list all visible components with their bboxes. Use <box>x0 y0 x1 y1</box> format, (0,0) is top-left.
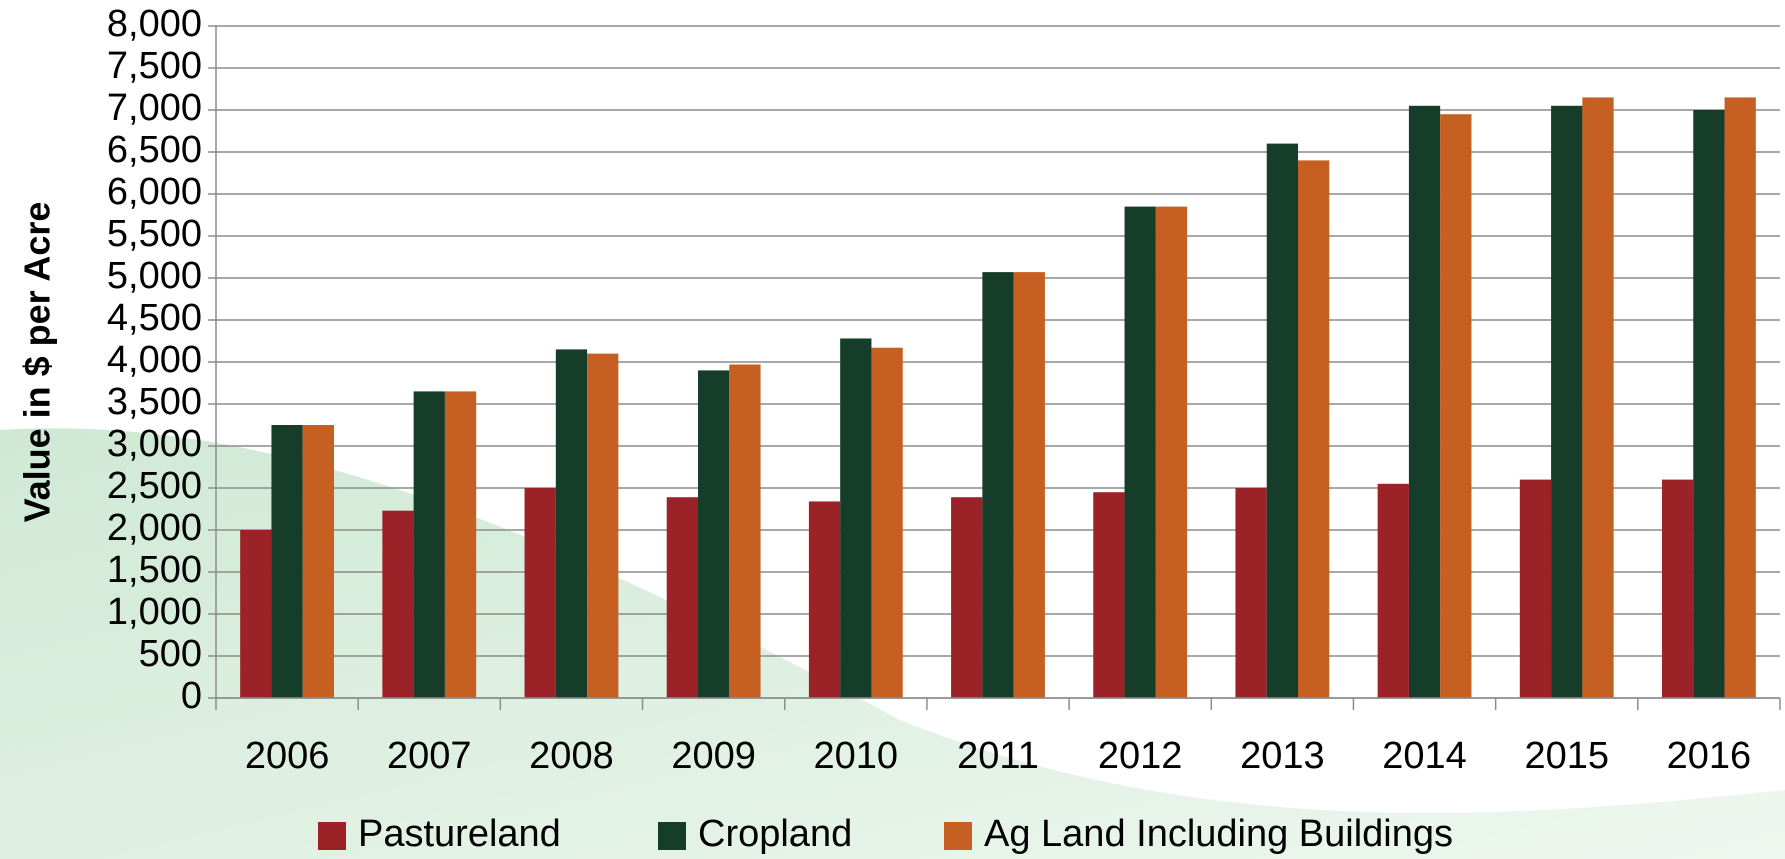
bar <box>302 425 335 698</box>
bar <box>1377 483 1409 698</box>
y-tick-label: 6,500 <box>107 129 202 171</box>
y-tick-label: 0 <box>181 675 202 717</box>
bar <box>1124 206 1156 698</box>
bar <box>1661 479 1694 698</box>
bar <box>555 349 588 698</box>
bar <box>1693 110 1725 698</box>
bar <box>1440 114 1472 698</box>
legend-swatch <box>944 822 972 850</box>
x-tick-label: 2016 <box>1667 735 1752 777</box>
bar <box>871 347 903 698</box>
x-tick-label: 2012 <box>1098 735 1183 777</box>
y-tick-label: 3,500 <box>107 381 202 423</box>
legend-label: Pastureland <box>358 813 561 855</box>
bar <box>1724 97 1756 698</box>
bar <box>840 338 872 698</box>
x-tick-label: 2008 <box>529 735 614 777</box>
bar <box>1235 488 1267 698</box>
bar <box>808 501 841 698</box>
bar <box>1013 272 1045 698</box>
y-tick-label: 6,000 <box>107 171 202 213</box>
bar <box>1093 492 1125 698</box>
y-tick-label: 2,000 <box>107 507 202 549</box>
y-tick-label: 8,000 <box>107 3 202 45</box>
y-tick-label: 1,500 <box>107 549 202 591</box>
bar <box>1298 160 1330 698</box>
x-tick-label: 2015 <box>1524 735 1609 777</box>
y-tick-label: 5,000 <box>107 255 202 297</box>
bar <box>1408 105 1441 699</box>
y-tick-label: 4,000 <box>107 339 202 381</box>
bar <box>951 497 983 698</box>
x-tick-label: 2010 <box>814 735 899 777</box>
bar <box>1519 479 1552 698</box>
y-tick-label: 500 <box>139 633 202 675</box>
y-tick-label: 7,000 <box>107 87 202 129</box>
bar <box>271 425 303 698</box>
x-tick-label: 2014 <box>1382 735 1467 777</box>
bar <box>1551 105 1583 699</box>
bar <box>444 391 477 698</box>
bar <box>1155 206 1188 698</box>
x-tick-label: 2009 <box>671 735 756 777</box>
x-tick-label: 2011 <box>957 735 1039 777</box>
y-tick-label: 2,500 <box>107 465 202 507</box>
bar <box>1582 97 1614 698</box>
bar <box>240 530 272 698</box>
bar <box>697 370 730 698</box>
legend-label: Cropland <box>698 813 852 855</box>
bar <box>666 497 698 698</box>
bar <box>1266 143 1299 699</box>
y-tick-label: 7,500 <box>107 45 202 87</box>
x-tick-label: 2007 <box>387 735 472 777</box>
y-tick-label: 3,000 <box>107 423 202 465</box>
x-tick-label: 2013 <box>1240 735 1325 777</box>
bar <box>982 272 1014 698</box>
y-tick-label: 5,500 <box>107 213 202 255</box>
y-tick-label: 4,500 <box>107 297 202 339</box>
bar <box>729 364 761 698</box>
legend-swatch <box>658 822 686 850</box>
bar <box>413 391 445 698</box>
bar <box>587 353 619 698</box>
y-tick-label: 1,000 <box>107 591 202 633</box>
x-tick-label: 2006 <box>245 735 330 777</box>
bar <box>382 510 414 698</box>
legend-label: Ag Land Including Buildings <box>984 813 1453 855</box>
legend-swatch <box>318 822 346 850</box>
y-axis-title: Value in $ per Acre <box>17 202 58 523</box>
bar <box>524 488 556 698</box>
